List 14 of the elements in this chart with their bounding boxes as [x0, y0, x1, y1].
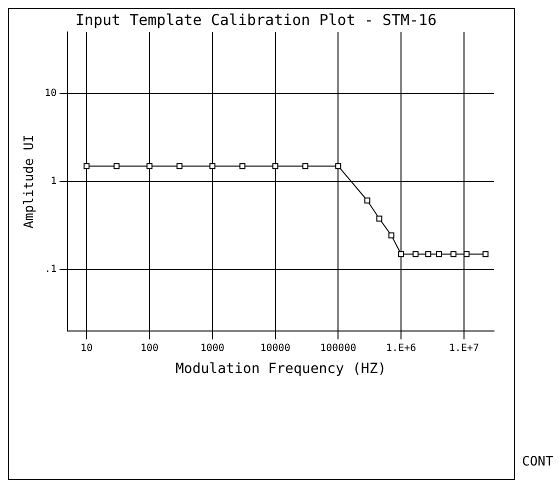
x-tick-label: 1000 [200, 342, 224, 354]
y-tick-label: 10 [44, 88, 57, 100]
x-tick-label: 10000 [260, 342, 290, 354]
x-tick-label: 10 [80, 342, 93, 354]
y-axis-title: Amplitude UI [22, 134, 38, 229]
chart-title: Input Template Calibration Plot - STM-16 [75, 10, 437, 29]
text: CONT [522, 454, 554, 470]
x-tick-label: 100 [140, 342, 159, 354]
x-axis-title: Modulation Frequency (HZ) [175, 361, 386, 378]
x-tick-label: 1.E+7 [448, 342, 480, 354]
y-tick-label: 1 [50, 176, 57, 188]
y-tick-label: .1 [44, 264, 57, 276]
x-tick-label: 100000 [320, 342, 356, 354]
x-tick-label: 1.E+6 [386, 342, 416, 354]
